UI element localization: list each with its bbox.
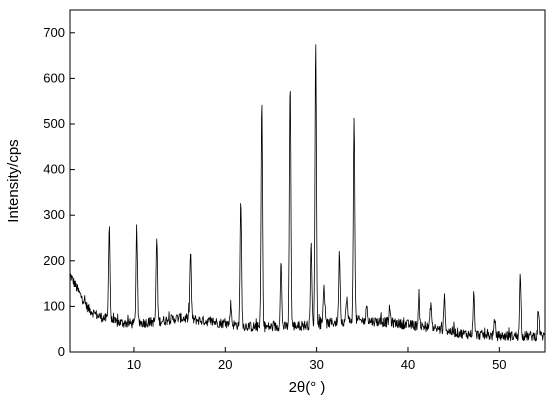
x-tick-label: 40 bbox=[401, 357, 415, 372]
x-tick-label: 20 bbox=[218, 357, 232, 372]
y-tick-label: 700 bbox=[43, 25, 65, 40]
series-line bbox=[69, 44, 546, 342]
x-axis-label: 2θ(° ) bbox=[289, 379, 326, 396]
x-tick-label: 50 bbox=[492, 357, 506, 372]
x-tick-label: 10 bbox=[127, 357, 141, 372]
y-tick-label: 100 bbox=[43, 298, 65, 313]
y-tick-label: 500 bbox=[43, 116, 65, 131]
y-tick-label: 0 bbox=[58, 344, 65, 359]
plot-frame bbox=[69, 9, 546, 353]
y-tick-label: 200 bbox=[43, 253, 65, 268]
x-tick-label: 30 bbox=[309, 357, 323, 372]
axis-ticks bbox=[70, 32, 500, 353]
y-tick-label: 600 bbox=[43, 70, 65, 85]
y-tick-label: 400 bbox=[43, 162, 65, 177]
y-tick-label: 300 bbox=[43, 207, 65, 222]
y-axis-label: Intensity/cps bbox=[5, 139, 22, 222]
